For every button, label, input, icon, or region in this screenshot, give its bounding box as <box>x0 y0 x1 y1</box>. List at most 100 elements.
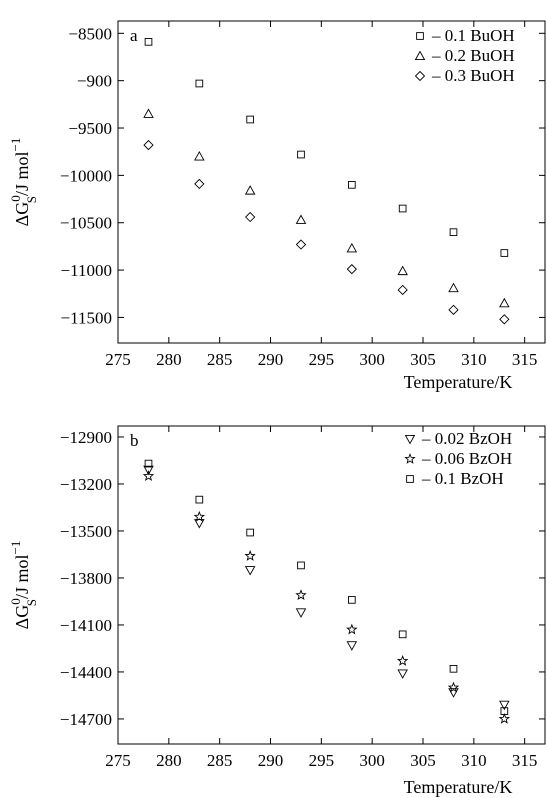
data-point <box>246 115 254 124</box>
y-axis-label: ΔG0S/J mol−1 <box>8 138 39 227</box>
data-point <box>397 284 408 296</box>
x-tick-label: 315 <box>512 350 538 369</box>
data-point <box>297 561 305 570</box>
y-axis-label-main: ΔG <box>12 605 32 630</box>
data-point <box>398 204 407 213</box>
legend-marker <box>404 453 416 464</box>
data-point <box>195 495 204 504</box>
panel-label: b <box>130 431 139 450</box>
x-tick-label: 310 <box>461 751 487 770</box>
legend: – 0.02 BzOH– 0.06 BzOH– 0.1 BzOH <box>404 429 512 488</box>
x-tick-label: 280 <box>156 350 182 369</box>
data-point <box>499 297 510 308</box>
data-point <box>499 314 510 325</box>
series-1 <box>144 38 509 257</box>
y-tick-label: −10500 <box>60 214 112 233</box>
data-point <box>346 263 357 275</box>
legend-marker <box>404 434 416 445</box>
x-axis-label: Temperature/K <box>404 372 513 392</box>
x-tick-label: 285 <box>207 350 233 369</box>
data-point <box>295 239 307 250</box>
data-point <box>144 38 153 46</box>
x-tick-label: 300 <box>359 350 385 369</box>
data-point <box>246 528 254 537</box>
y-tick-label: −10000 <box>60 166 112 185</box>
data-point <box>143 139 154 151</box>
legend-label: – 0.1 BzOH <box>421 469 504 488</box>
data-point <box>499 700 510 711</box>
x-tick-label: 315 <box>512 751 538 770</box>
data-point <box>194 178 205 190</box>
y-axis-label-unit-sup: −1 <box>8 541 23 555</box>
panel-label: a <box>130 26 138 45</box>
y-axis-label-units: /J mol <box>12 152 32 197</box>
data-point <box>498 712 511 724</box>
series-1 <box>143 465 510 711</box>
data-point <box>448 304 459 315</box>
data-point <box>396 654 409 666</box>
data-point <box>295 214 307 224</box>
x-tick-label: 290 <box>258 350 284 369</box>
y-tick-label: −11000 <box>61 261 112 280</box>
x-tick-label: 275 <box>105 350 131 369</box>
data-point <box>346 623 358 635</box>
x-tick-label: 310 <box>461 350 487 369</box>
data-point <box>244 566 256 576</box>
series-2 <box>143 108 510 308</box>
y-axis-label-unit-sup: −1 <box>8 138 23 152</box>
legend-label: – 0.02 BzOH <box>421 429 512 448</box>
legend: – 0.1 BuOH– 0.2 BuOH– 0.3 BuOH <box>414 26 515 85</box>
y-axis-label-units: /J mol <box>12 555 32 600</box>
data-point <box>143 465 154 476</box>
data-point <box>142 470 155 481</box>
x-axis-label: Temperature/K <box>404 777 513 797</box>
x-tick-label: 285 <box>207 751 233 770</box>
panel-a: 275 280 285 290 295 300 305 310 315 −8500 −900 −950… <box>8 20 546 392</box>
data-point <box>297 150 305 159</box>
x-tick-label: 305 <box>410 350 436 369</box>
legend-marker <box>414 50 426 61</box>
y-tick-label: −14700 <box>60 710 112 729</box>
y-axis-label-sub: S <box>24 196 39 203</box>
legend-label: – 0.06 BzOH <box>421 449 512 468</box>
data-point <box>500 707 509 715</box>
y-axis-label-sup: 0 <box>8 195 23 202</box>
legend-label: – 0.2 BuOH <box>431 46 515 65</box>
series-3 <box>144 459 509 715</box>
data-point <box>449 228 458 237</box>
x-tick-label: 295 <box>309 350 335 369</box>
data-point <box>447 681 460 693</box>
data-point <box>397 669 408 679</box>
data-point <box>143 108 154 118</box>
y-tick-label: −900 <box>77 72 112 91</box>
y-tick-label: −13500 <box>60 522 112 541</box>
legend-marker <box>414 70 426 82</box>
x-tick-label: 280 <box>156 751 182 770</box>
data-point <box>295 589 307 601</box>
x-tick-label: 295 <box>309 751 335 770</box>
data-point <box>245 211 256 223</box>
data-point <box>295 608 307 618</box>
data-point <box>500 249 509 257</box>
y-axis-label: ΔG0S/J mol−1 <box>8 541 39 630</box>
data-point <box>397 265 408 276</box>
x-tick-label: 290 <box>258 751 284 770</box>
data-point <box>194 151 205 161</box>
legend-marker <box>406 475 414 483</box>
y-tick-label: −14400 <box>60 663 112 682</box>
data-point <box>398 630 407 639</box>
data-point <box>144 459 153 468</box>
plot-frame <box>117 425 546 745</box>
data-point <box>346 242 358 253</box>
data-point <box>194 519 205 529</box>
y-tick-label: −13800 <box>60 569 112 588</box>
data-point <box>244 550 256 561</box>
data-point <box>346 641 358 651</box>
y-tick-label: −8500 <box>68 24 112 43</box>
y-tick-label: −11500 <box>61 308 112 327</box>
x-tick-label: 300 <box>359 751 385 770</box>
plot-frame <box>117 20 546 344</box>
y-tick-label: −13200 <box>60 475 112 494</box>
data-point <box>348 596 356 604</box>
